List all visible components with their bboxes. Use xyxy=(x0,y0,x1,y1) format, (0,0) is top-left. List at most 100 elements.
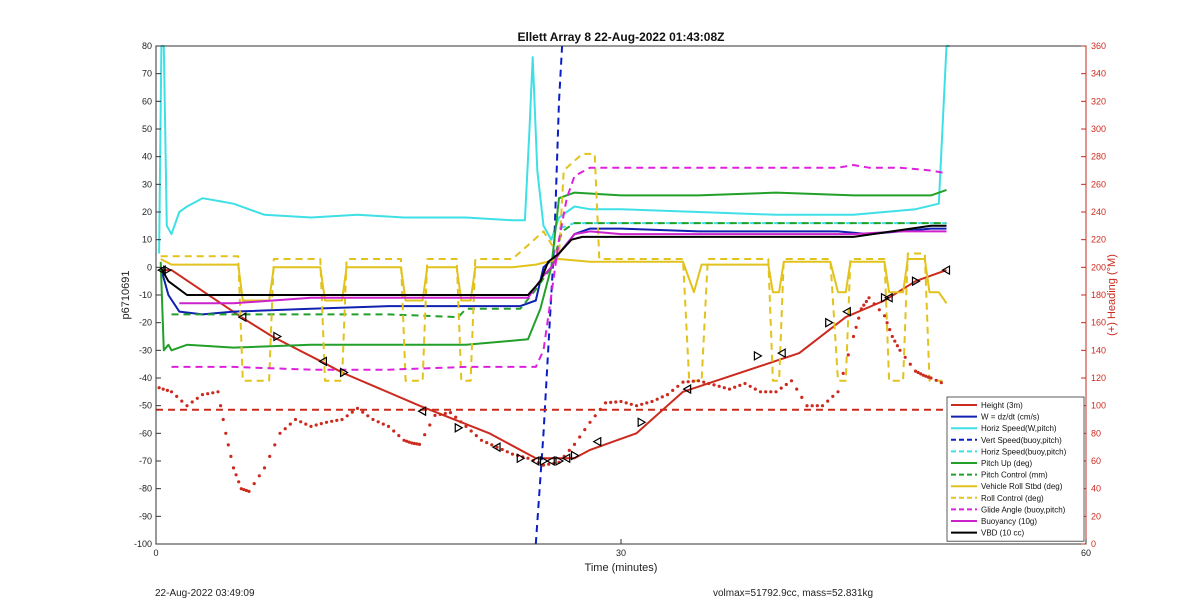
chart-title: Ellett Array 8 22-Aug-2022 01:43:08Z xyxy=(518,30,725,44)
y2-tick-label: 100 xyxy=(1091,401,1106,411)
heading-point xyxy=(224,431,228,435)
series-line-5 xyxy=(159,188,947,352)
heading-point xyxy=(454,415,458,419)
heading-point xyxy=(433,413,437,417)
y-axis-label: p6710691 xyxy=(120,271,132,320)
heading-point xyxy=(239,487,243,491)
heading-point xyxy=(262,466,267,470)
heading-point xyxy=(774,390,778,394)
y-tick-label: 60 xyxy=(142,96,152,106)
height-marker xyxy=(753,350,763,361)
heading-point xyxy=(252,482,256,486)
heading-point xyxy=(428,423,432,427)
y-tick-label: -100 xyxy=(134,539,152,549)
heading-point xyxy=(500,447,504,452)
heading-point xyxy=(733,385,737,389)
heading-point xyxy=(779,386,783,390)
heading-point xyxy=(257,474,261,478)
heading-point xyxy=(490,443,494,447)
heading-point xyxy=(161,387,165,391)
heading-point xyxy=(624,401,628,405)
series-line-6 xyxy=(171,222,947,319)
heading-point xyxy=(410,441,414,445)
heading-point xyxy=(247,489,251,493)
heading-point xyxy=(614,400,618,404)
height-marker xyxy=(592,436,602,447)
heading-point xyxy=(157,386,161,390)
legend-label: Pitch Up (deg) xyxy=(981,459,1032,468)
heading-point xyxy=(479,438,484,442)
height-marker xyxy=(318,356,327,367)
y-tick-label: -40 xyxy=(139,373,152,383)
heading-point xyxy=(407,440,411,444)
heading-point xyxy=(859,307,863,311)
heading-point xyxy=(448,411,453,415)
heading-point xyxy=(299,420,303,424)
heading-point xyxy=(464,424,468,428)
heading-point xyxy=(916,370,920,375)
heading-point xyxy=(283,427,287,431)
heading-point xyxy=(895,344,900,348)
legend: Height (3m) W = dz/dt (cm/s) Horiz Speed(W… xyxy=(946,396,1085,542)
heading-point xyxy=(474,434,478,438)
height-marker xyxy=(570,450,580,461)
heading-point xyxy=(691,379,695,383)
heading-point xyxy=(361,410,365,414)
heading-point xyxy=(423,433,427,437)
heading-point xyxy=(165,388,169,392)
heading-point xyxy=(547,462,551,466)
series-heading-dots xyxy=(157,296,943,493)
y2-tick-label: 240 xyxy=(1091,207,1106,217)
height-marker xyxy=(842,306,851,317)
heading-point xyxy=(234,473,238,477)
heading-point xyxy=(738,383,742,387)
legend-label: Roll Control (deg) xyxy=(981,494,1044,503)
marker-layer xyxy=(156,265,951,467)
heading-point xyxy=(309,424,313,428)
heading-point xyxy=(216,390,220,394)
heading-point xyxy=(268,454,272,458)
height-marker xyxy=(156,265,166,276)
heading-point xyxy=(650,399,654,404)
series-line-0 xyxy=(163,269,947,460)
heading-point xyxy=(888,328,892,332)
heading-point xyxy=(753,387,757,391)
heading-point xyxy=(355,406,360,410)
heading-point xyxy=(805,404,809,408)
heading-point xyxy=(405,439,409,443)
heading-point xyxy=(229,454,233,458)
series-line-9 xyxy=(171,164,947,371)
heading-point xyxy=(185,404,189,408)
height-marker xyxy=(883,292,893,303)
height-marker xyxy=(911,276,921,287)
heading-point xyxy=(226,443,230,447)
heading-point xyxy=(857,316,861,320)
height-marker xyxy=(546,455,555,467)
y-tick-label: -20 xyxy=(139,318,152,328)
series-line-4 xyxy=(558,222,947,230)
heading-point xyxy=(655,397,659,401)
heading-point xyxy=(567,448,571,452)
heading-point xyxy=(402,438,406,442)
heading-point xyxy=(330,419,334,423)
x-axis-label: Time (minutes) xyxy=(585,562,658,574)
series-line-2 xyxy=(158,45,950,254)
heading-point xyxy=(826,399,830,403)
heading-point xyxy=(195,396,199,400)
heading-point xyxy=(924,374,928,378)
y2-tick-label: 160 xyxy=(1091,318,1106,328)
height-marker xyxy=(339,367,349,378)
footer-timestamp: 22-Aug-2022 03:49:09 xyxy=(155,588,255,599)
heading-point xyxy=(386,424,391,428)
heading-point xyxy=(583,428,587,432)
y2-tick-label: 260 xyxy=(1091,179,1106,189)
heading-point xyxy=(913,369,918,373)
heading-point xyxy=(381,422,385,426)
legend-label: Height (3m) xyxy=(981,401,1023,410)
heading-point xyxy=(939,381,943,385)
heading-point xyxy=(789,379,794,383)
heading-point xyxy=(800,395,804,399)
heading-point xyxy=(820,404,825,408)
y2-tick-label: 360 xyxy=(1091,41,1106,51)
